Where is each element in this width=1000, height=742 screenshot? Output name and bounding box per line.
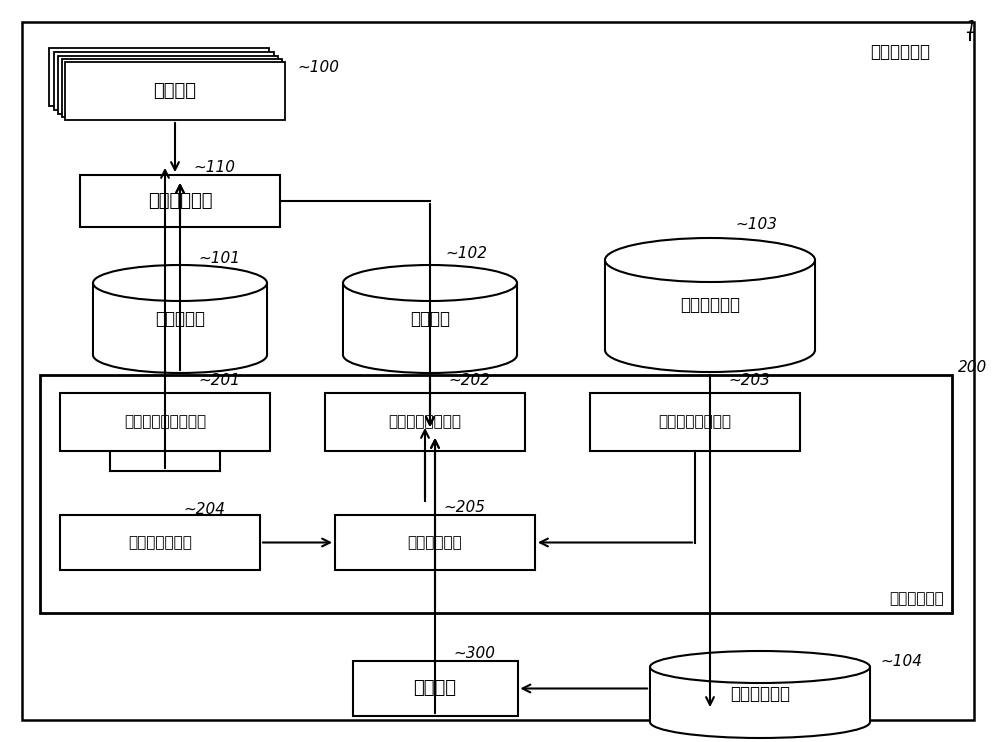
Text: 视场信息获得单元: 视场信息获得单元 xyxy=(388,415,462,430)
Text: 被摄体信息: 被摄体信息 xyxy=(155,310,205,328)
Bar xyxy=(58,56,278,114)
Text: ~300: ~300 xyxy=(453,646,495,660)
Text: 图像处理装置: 图像处理装置 xyxy=(148,192,212,210)
Text: 虚拟视点图像: 虚拟视点图像 xyxy=(730,686,790,703)
Ellipse shape xyxy=(650,651,870,683)
Bar xyxy=(344,283,516,355)
Ellipse shape xyxy=(650,706,870,738)
Bar xyxy=(62,59,282,117)
Text: ~103: ~103 xyxy=(735,217,777,232)
Ellipse shape xyxy=(93,265,267,301)
Bar xyxy=(343,283,517,355)
Text: ~110: ~110 xyxy=(193,160,235,174)
Text: 虚拟视点获得单元: 虚拟视点获得单元 xyxy=(658,415,732,430)
Text: ~205: ~205 xyxy=(443,499,485,514)
Text: 显示装置: 显示装置 xyxy=(414,680,456,697)
Text: 1: 1 xyxy=(965,19,975,37)
Text: 摄像装置: 摄像装置 xyxy=(154,82,196,100)
Bar xyxy=(605,260,815,350)
Text: 200: 200 xyxy=(958,360,987,375)
Text: ~104: ~104 xyxy=(880,654,922,669)
Ellipse shape xyxy=(93,337,267,373)
Text: ~204: ~204 xyxy=(183,502,225,516)
Text: ~203: ~203 xyxy=(728,372,770,387)
Bar xyxy=(352,661,518,716)
Bar xyxy=(335,515,535,570)
Bar xyxy=(65,62,285,120)
Text: ~102: ~102 xyxy=(445,246,487,260)
Bar xyxy=(606,260,814,350)
Ellipse shape xyxy=(605,328,815,372)
Ellipse shape xyxy=(343,265,517,301)
Bar xyxy=(49,48,269,106)
Text: ~201: ~201 xyxy=(198,372,240,387)
Text: 被摄体信息获得单元: 被摄体信息获得单元 xyxy=(124,415,206,430)
Text: 视场信息: 视场信息 xyxy=(410,310,450,328)
Text: 信息生成单元: 信息生成单元 xyxy=(408,535,462,550)
Text: 图像处理系统: 图像处理系统 xyxy=(870,43,930,61)
Text: ~202: ~202 xyxy=(448,372,490,387)
Bar xyxy=(325,393,525,451)
Bar xyxy=(650,667,870,722)
Bar xyxy=(80,175,280,227)
Text: 虚拟视点信息: 虚拟视点信息 xyxy=(680,296,740,314)
Bar xyxy=(94,283,266,355)
Ellipse shape xyxy=(605,238,815,282)
Bar xyxy=(60,393,270,451)
Bar xyxy=(60,515,260,570)
Bar xyxy=(40,375,952,613)
Text: 可见性确定单元: 可见性确定单元 xyxy=(128,535,192,550)
Ellipse shape xyxy=(343,337,517,373)
Text: 信息处理装置: 信息处理装置 xyxy=(889,591,944,606)
Bar xyxy=(651,667,869,722)
Text: ~101: ~101 xyxy=(198,251,240,266)
Bar xyxy=(54,52,274,110)
Bar xyxy=(93,283,267,355)
Bar xyxy=(590,393,800,451)
Text: ~100: ~100 xyxy=(297,59,339,74)
